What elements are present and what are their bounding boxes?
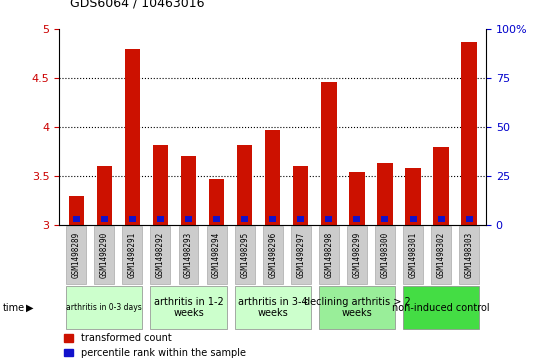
Text: GSM1498299: GSM1498299 (353, 232, 361, 278)
Bar (269, 216, 276, 222)
Text: arthritis in 1-2
weeks: arthritis in 1-2 weeks (153, 297, 224, 318)
Text: arthritis in 3-4
weeks: arthritis in 3-4 weeks (238, 297, 307, 318)
Bar (213, 216, 220, 222)
Bar (347, 226, 367, 284)
Bar (319, 226, 339, 284)
Text: GSM1498290: GSM1498290 (100, 232, 109, 278)
Bar (377, 163, 393, 225)
Text: GSM1498303: GSM1498303 (464, 232, 474, 278)
Bar (353, 216, 360, 222)
Bar (101, 216, 108, 222)
Bar (409, 216, 416, 222)
Bar (153, 145, 168, 225)
Bar (129, 216, 136, 222)
Bar (291, 226, 310, 284)
Bar (241, 216, 248, 222)
Bar (437, 216, 444, 222)
Bar (73, 216, 80, 222)
Bar (179, 226, 199, 284)
Bar (403, 226, 423, 284)
Bar (265, 130, 280, 225)
Bar (66, 226, 86, 284)
Text: GSM1498300: GSM1498300 (381, 232, 389, 278)
Bar (406, 168, 421, 225)
Bar (375, 226, 395, 284)
Bar (207, 226, 227, 284)
Text: GSM1498294: GSM1498294 (212, 232, 221, 278)
Bar (209, 179, 224, 225)
Bar (465, 216, 472, 222)
Bar (349, 172, 364, 225)
Text: GSM1498293: GSM1498293 (184, 232, 193, 278)
Bar (185, 216, 192, 222)
Text: ▶: ▶ (26, 303, 33, 313)
Bar (181, 156, 196, 225)
Bar (157, 216, 164, 222)
Bar (381, 216, 388, 222)
Text: GSM1498295: GSM1498295 (240, 232, 249, 278)
Bar (125, 49, 140, 225)
Bar (151, 286, 227, 330)
Bar (94, 226, 114, 284)
Text: time: time (3, 303, 25, 313)
Text: arthritis in 0-3 days: arthritis in 0-3 days (66, 303, 142, 312)
Bar (235, 286, 310, 330)
Bar (237, 145, 252, 225)
Text: GSM1498298: GSM1498298 (325, 232, 333, 278)
Bar (321, 82, 336, 225)
Bar (319, 286, 395, 330)
Bar (434, 147, 449, 225)
Legend: transformed count, percentile rank within the sample: transformed count, percentile rank withi… (64, 333, 246, 358)
Text: GDS6064 / 10463016: GDS6064 / 10463016 (70, 0, 205, 9)
Bar (326, 216, 332, 222)
Bar (66, 286, 143, 330)
Text: GSM1498292: GSM1498292 (156, 232, 165, 278)
Text: GSM1498302: GSM1498302 (437, 232, 445, 278)
Bar (298, 216, 304, 222)
Bar (462, 42, 477, 225)
Bar (403, 286, 479, 330)
Bar (123, 226, 143, 284)
Bar (151, 226, 171, 284)
Bar (293, 166, 308, 225)
Text: GSM1498291: GSM1498291 (128, 232, 137, 278)
Bar (263, 226, 282, 284)
Text: GSM1498296: GSM1498296 (268, 232, 277, 278)
Bar (459, 226, 479, 284)
Text: non-induced control: non-induced control (392, 303, 490, 313)
Bar (235, 226, 254, 284)
Bar (97, 166, 112, 225)
Bar (431, 226, 451, 284)
Bar (69, 196, 84, 225)
Text: GSM1498289: GSM1498289 (72, 232, 81, 278)
Text: declining arthritis > 2
weeks: declining arthritis > 2 weeks (303, 297, 410, 318)
Text: GSM1498297: GSM1498297 (296, 232, 305, 278)
Text: GSM1498301: GSM1498301 (409, 232, 417, 278)
